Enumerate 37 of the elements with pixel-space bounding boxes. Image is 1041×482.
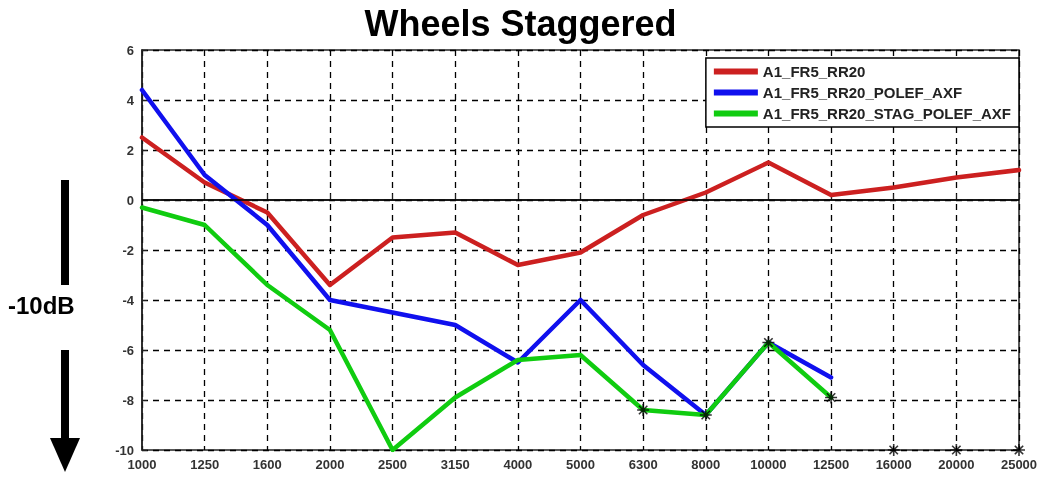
chart-title: Wheels Staggered [364, 2, 677, 44]
x-tick-label: 25000 [1000, 457, 1038, 472]
y-tick-label: -8 [122, 392, 134, 408]
y-tick-label: 6 [126, 42, 134, 58]
x-tick-label: 1600 [252, 457, 282, 472]
x-tick-label: 5000 [566, 457, 595, 472]
legend-label: A1_FR5_RR20_STAG_POLEF_AXF [762, 105, 1012, 122]
point [761, 335, 776, 350]
x-tick-label: 1250 [190, 457, 220, 472]
y-tick-label: 4 [126, 92, 135, 108]
y-tick-label: 2 [126, 142, 134, 158]
y-tick-label: -2 [122, 242, 134, 258]
legend-label: A1_FR5_RR20_POLEF_AXF [762, 84, 963, 101]
legend-label: A1_FR5_RR20 [762, 63, 866, 80]
x-tick-label: 3150 [440, 457, 470, 472]
x-tick-label: 10000 [750, 457, 787, 472]
point [886, 443, 901, 457]
x-tick-label: 2000 [315, 457, 345, 472]
x-tick-label: 4000 [503, 457, 533, 472]
x-tick-label: 20000 [938, 457, 975, 472]
point [698, 408, 713, 422]
point [1012, 443, 1026, 457]
x-tick-label: 12500 [812, 457, 850, 472]
x-tick-label: 2500 [378, 457, 408, 472]
y-tick-label: -4 [122, 292, 135, 308]
y-tick-label: -6 [122, 342, 134, 358]
point [824, 390, 838, 405]
y-tick-label: -10 [115, 442, 134, 458]
point [636, 403, 650, 417]
x-tick-label: 8000 [691, 457, 721, 472]
line-series [139, 135, 1022, 288]
text: -10dB [8, 290, 75, 322]
point [949, 443, 964, 457]
x-tick-label: 6300 [628, 457, 658, 472]
y-tick-label: 0 [126, 192, 134, 208]
x-tick-label: 1000 [127, 457, 157, 472]
x-tick-label: 16000 [875, 457, 912, 472]
